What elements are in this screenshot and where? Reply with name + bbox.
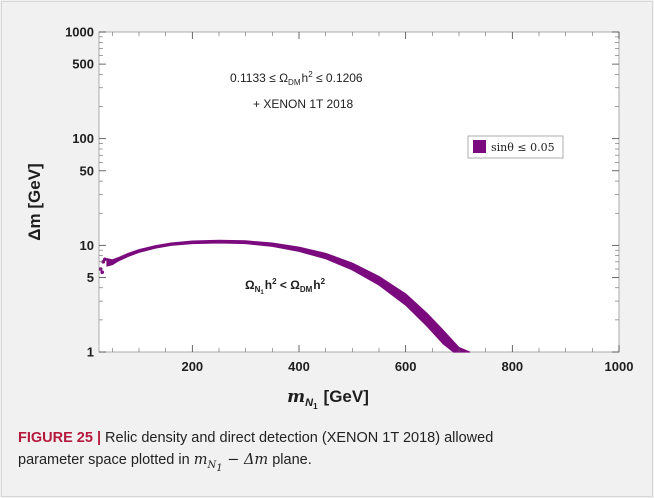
legend: sinθ ≤ 0.05 bbox=[467, 135, 564, 159]
plot-area: 1 5 10 50 100 500 1000 200 400 600 800 1000 bbox=[65, 25, 633, 375]
region-sup2: 2 bbox=[321, 277, 326, 286]
constraint-annotation-line2: + XENON 1T 2018 bbox=[253, 97, 353, 111]
caption-math-subsub: 1 bbox=[216, 462, 223, 474]
chart-svg: 1 5 10 50 100 500 1000 200 400 600 800 1000 Δm [GeV… bbox=[25, 25, 633, 412]
plot-border bbox=[98, 31, 620, 353]
axis-ticks: 1 5 10 50 100 500 1000 200 400 600 800 1000 bbox=[65, 25, 633, 375]
x-axis-title-unit: [GeV] bbox=[324, 387, 369, 406]
caption-text2: parameter space plotted in bbox=[18, 452, 194, 468]
region-sup: 2 bbox=[272, 277, 277, 286]
x-tick-label: 1000 bbox=[605, 359, 634, 374]
data-point bbox=[107, 260, 112, 265]
y-tick-label: 100 bbox=[72, 131, 94, 146]
x-axis-title-sub: N bbox=[305, 397, 314, 409]
caption-text1: Relic density and direct detection (XENO… bbox=[101, 430, 494, 446]
region-subsub: 1 bbox=[260, 290, 264, 296]
caption-math-m: m bbox=[193, 452, 208, 468]
data-layer bbox=[98, 239, 471, 353]
x-tick-label: 600 bbox=[395, 359, 417, 374]
caption-text3: plane. bbox=[268, 452, 312, 468]
region-sub-dm: DM bbox=[300, 285, 313, 294]
legend-label: sinθ ≤ 0.05 bbox=[491, 141, 555, 154]
x-tick-label: 200 bbox=[181, 359, 203, 374]
y-tick-label: 50 bbox=[80, 163, 94, 178]
y-tick-label: 1000 bbox=[65, 25, 94, 40]
y-axis-title: Δm [GeV] bbox=[25, 163, 44, 240]
data-point bbox=[100, 270, 104, 274]
annotation-line1-head: 0.1133 ≤ Ω bbox=[230, 71, 288, 85]
y-tick-label: 500 bbox=[72, 57, 94, 72]
x-tick-label: 400 bbox=[288, 359, 310, 374]
region-h: h bbox=[265, 278, 272, 292]
caption-math-sub-n: N bbox=[207, 459, 217, 471]
y-tick-label: 10 bbox=[80, 238, 94, 253]
constraint-annotation-line1: 0.1133 ≤ ΩDMh2 ≤ 0.1206 bbox=[230, 70, 363, 87]
x-axis-title-subsub: 1 bbox=[313, 402, 318, 411]
region-omega: Ω bbox=[245, 278, 255, 292]
region-lt: < Ω bbox=[277, 278, 301, 292]
y-tick-label: 5 bbox=[87, 270, 94, 285]
caption-math-sub: N1 bbox=[207, 459, 223, 474]
data-point bbox=[103, 257, 107, 262]
legend-box bbox=[467, 135, 564, 159]
plot-background bbox=[99, 32, 619, 352]
annotation-line1-sup: 2 bbox=[308, 70, 313, 79]
annotation-line1-end: ≤ 0.1206 bbox=[313, 71, 363, 85]
region-label: ΩN1h2 < ΩDMh2 bbox=[245, 277, 326, 296]
region-h2: h bbox=[313, 278, 320, 292]
x-tick-label: 800 bbox=[501, 359, 523, 374]
x-axis-title: mN1 [GeV] bbox=[287, 387, 369, 411]
data-point bbox=[101, 260, 106, 264]
allowed-region-band bbox=[106, 239, 471, 353]
figure-caption: FIGURE 25 | Relic density and direct det… bbox=[18, 427, 638, 480]
legend-swatch bbox=[473, 140, 486, 153]
annotation-line1-h: h bbox=[302, 71, 309, 85]
annotation-line1-sub: DM bbox=[288, 78, 301, 87]
caption-math-rest: − Δm bbox=[222, 452, 269, 468]
plot-frame bbox=[98, 31, 620, 353]
region-sub-n: N bbox=[255, 285, 261, 294]
caption-lead: FIGURE 25 | bbox=[18, 430, 102, 446]
y-tick-label: 1 bbox=[87, 345, 94, 360]
x-axis-title-symbol: m bbox=[287, 387, 305, 407]
